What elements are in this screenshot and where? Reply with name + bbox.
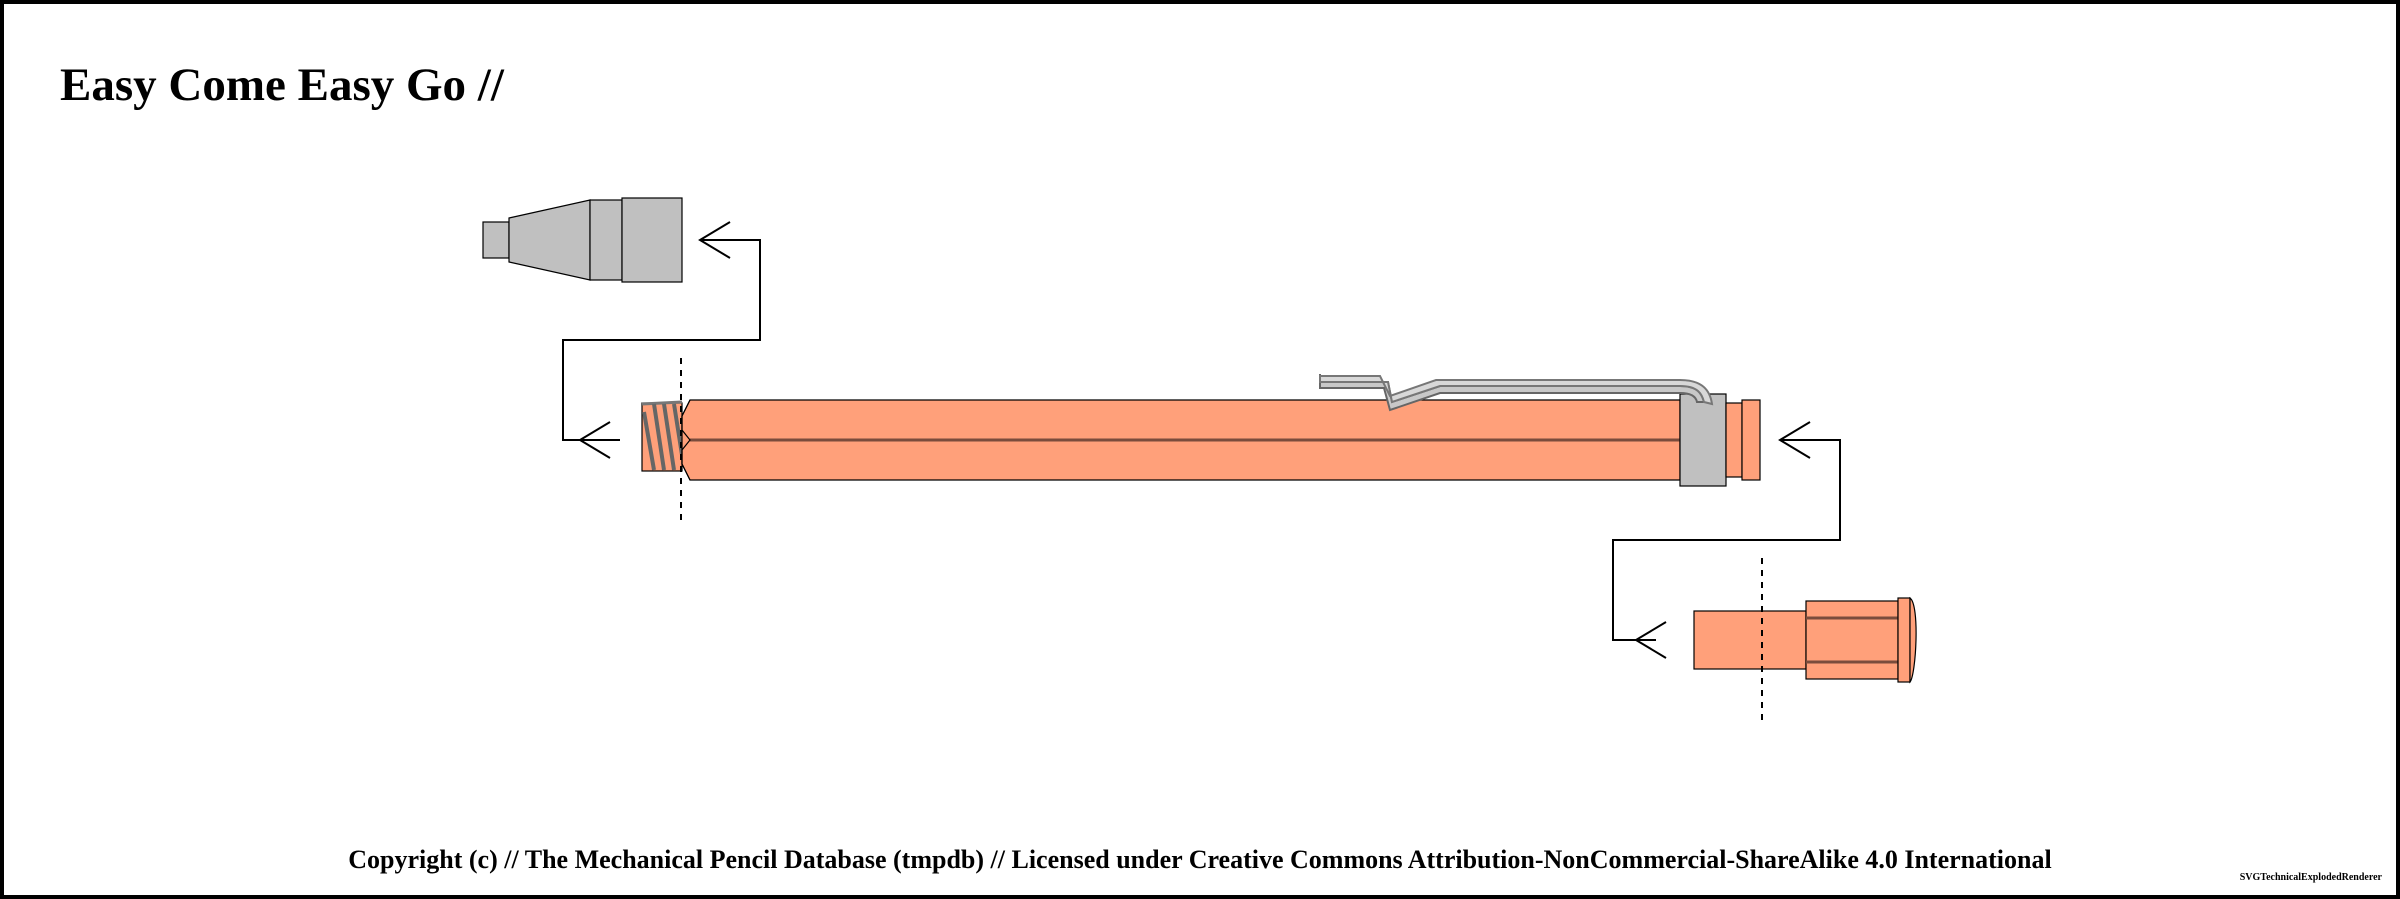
copyright-notice: Copyright (c) // The Mechanical Pencil D… <box>348 845 2051 874</box>
renderer-credit: SVGTechnicalExplodedRenderer <box>2240 872 2383 883</box>
clip-icon <box>1319 374 1714 412</box>
end-cap-icon <box>1693 596 1917 684</box>
barrel-icon <box>641 393 1761 487</box>
diagram-title: Easy Come Easy Go // <box>60 59 505 111</box>
tip-cone-icon <box>482 197 683 283</box>
assembly-arrow-tip <box>562 221 761 459</box>
assembly-arrow-cap <box>1612 421 1841 659</box>
